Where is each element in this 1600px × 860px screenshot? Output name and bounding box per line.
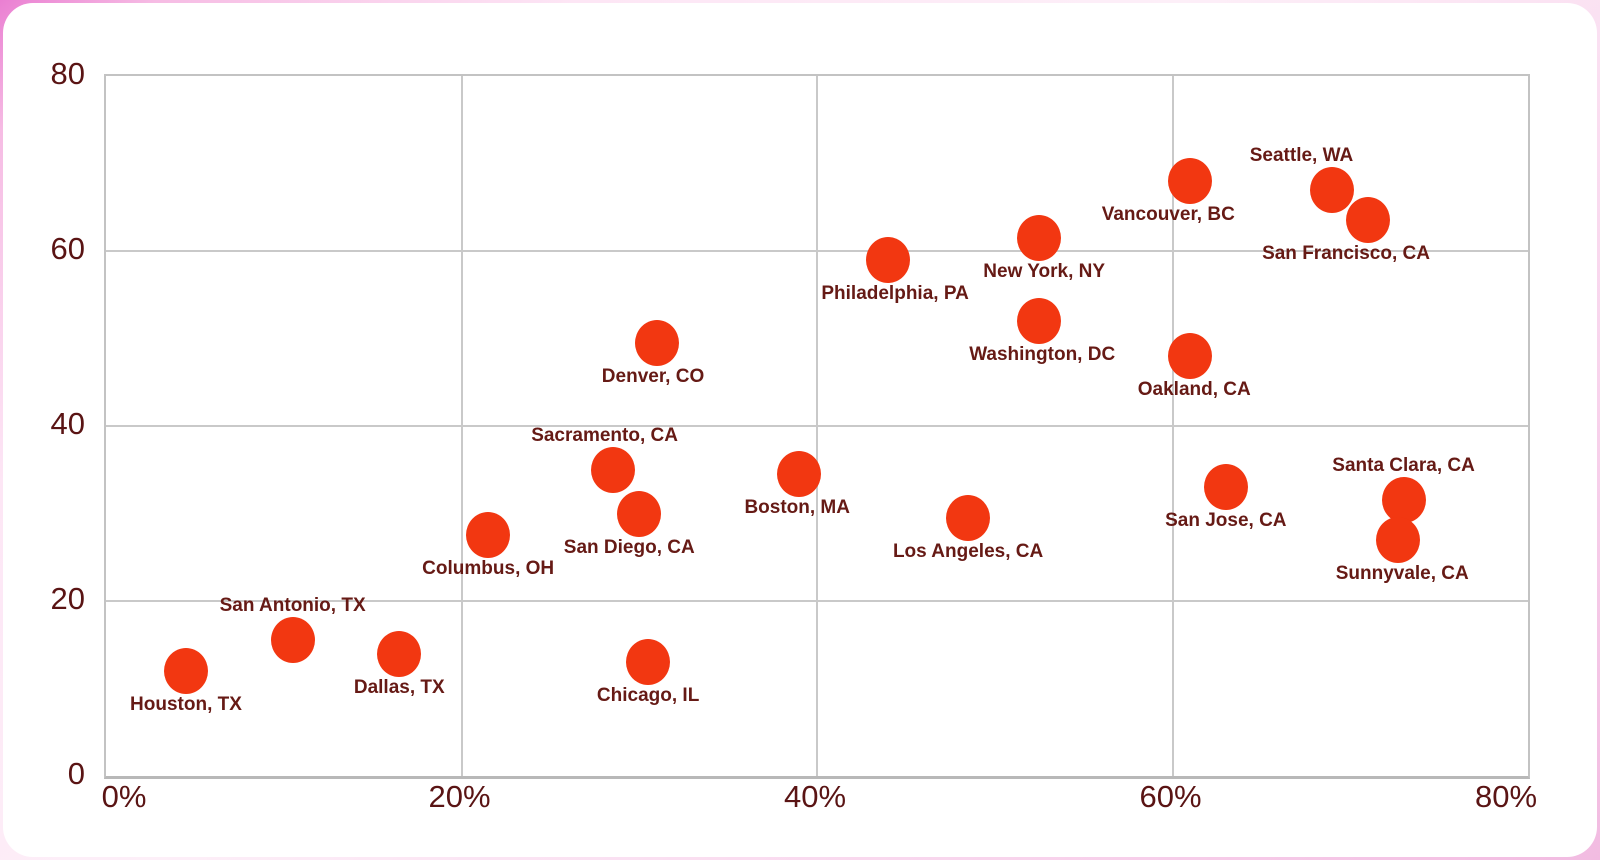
data-point[interactable] [866,236,911,283]
data-point-label: Washington, DC [969,344,1116,365]
data-point-label: San Francisco, CA [1262,243,1430,265]
data-point-label: Boston, MA [744,497,850,519]
gridline-horizontal [106,600,1528,602]
scatter-plot: Houston, TX San Antonio, TX Dallas, TX Colu… [104,74,1530,779]
y-axis-tick-label: 60 [50,231,85,266]
y-axis-tick-label: 20 [50,581,85,616]
gridline-horizontal [106,425,1528,427]
x-axis-tick-label: 80% [1474,779,1538,814]
data-point[interactable] [377,630,422,677]
data-point-label: Denver, CO [601,365,705,387]
data-point-label: Columbus, OH [422,558,555,580]
data-point-label: New York, NY [983,260,1106,282]
y-axis-tick-label: 80 [50,56,85,91]
y-axis-tick-label: 0 [67,756,85,791]
gridline-horizontal [106,250,1528,252]
data-point[interactable] [626,639,671,686]
data-point[interactable] [1381,477,1426,524]
data-point[interactable] [466,512,511,559]
data-point[interactable] [1376,516,1421,563]
data-point[interactable] [590,446,635,493]
data-point[interactable] [946,494,991,541]
data-point[interactable] [777,451,822,498]
data-point[interactable] [617,490,662,537]
data-point[interactable] [1168,158,1213,204]
data-point[interactable] [635,319,680,366]
data-point-label: Philadelphia, PA [821,282,969,304]
data-point-label: Santa Clara, CA [1332,455,1475,477]
data-point-label: San Jose, CA [1165,510,1287,532]
data-point-label: Dallas, TX [353,676,445,698]
data-point-label: Sacramento, CA [531,424,678,446]
chart-card: Houston, TX San Antonio, TX Dallas, TX Colu… [3,3,1597,857]
data-point-label: Chicago, IL [596,685,700,707]
data-point-label: San Diego, CA [563,536,695,558]
data-point-label: San Antonio, TX [219,595,366,617]
data-point[interactable] [1203,464,1248,511]
data-point[interactable] [1168,333,1213,379]
x-axis-tick-label: 20% [428,779,491,814]
data-point[interactable] [1017,298,1062,344]
data-point-label: Seattle, WA [1249,144,1354,166]
data-point[interactable] [163,648,208,694]
data-point[interactable] [1310,166,1355,213]
x-axis-tick-label: 0% [101,779,147,814]
data-point-label: Houston, TX [130,694,242,715]
data-point-label: Los Angeles, CA [892,540,1044,562]
data-point[interactable] [1346,197,1391,244]
y-axis-tick-label: 40 [50,406,85,441]
data-point[interactable] [270,617,315,664]
data-point-label: Oakland, CA [1137,379,1251,400]
x-axis-tick-label: 40% [783,779,847,814]
plot-area: Houston, TX San Antonio, TX Dallas, TX Colu… [106,76,1528,776]
data-point-label: Vancouver, BC [1101,204,1235,225]
data-point-label: Sunnyvale, CA [1335,562,1469,584]
data-point[interactable] [1017,214,1062,261]
x-axis-tick-label: 60% [1139,779,1202,814]
